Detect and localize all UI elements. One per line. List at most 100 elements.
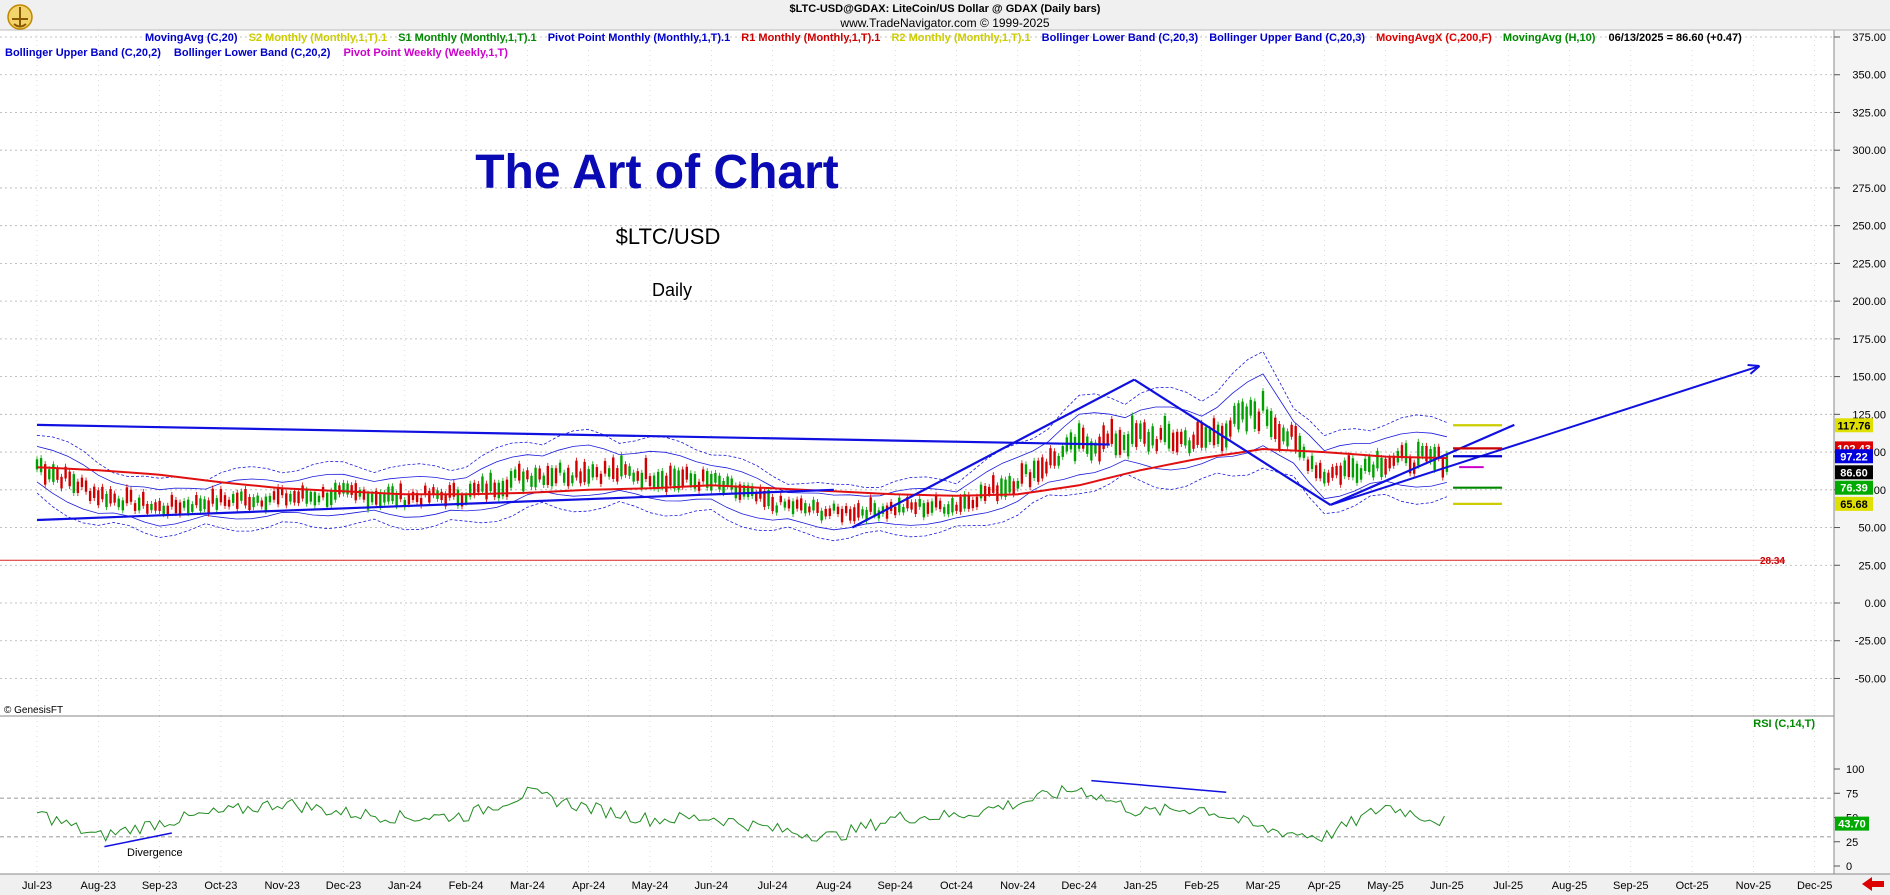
price-candle-body	[693, 474, 697, 489]
pivot-levels	[1453, 424, 1503, 505]
rsi-line	[36, 784, 1445, 843]
price-tick-label: -25.00	[1855, 636, 1886, 648]
price-candle-body	[1163, 416, 1167, 443]
price-candle-body	[652, 475, 656, 489]
price-candle-body	[1143, 422, 1146, 444]
rsi-tag-label: 43.70	[1838, 819, 1866, 831]
price-candle-body	[158, 500, 161, 512]
price-tick-label: 25.00	[1858, 560, 1886, 572]
price-candle-body	[1049, 448, 1052, 466]
price-candle-body	[804, 503, 807, 514]
price-candle-body	[771, 497, 774, 512]
price-candle-body	[951, 498, 954, 513]
price-candle-body	[346, 483, 349, 495]
price-candle-body	[730, 478, 733, 490]
price-candle-body	[456, 489, 460, 507]
price-candle-body	[411, 491, 415, 500]
price-candle-body	[1020, 463, 1024, 484]
price-candle-body	[383, 492, 386, 503]
price-candle-body	[914, 502, 917, 515]
price-candle-body	[783, 501, 787, 508]
price-candle-body	[894, 506, 897, 516]
price-tick-label: 250.00	[1852, 221, 1886, 233]
price-candle-body	[1437, 446, 1440, 459]
price-candle-body	[272, 491, 276, 500]
price-candle-body	[223, 495, 227, 506]
price-candle-body	[1323, 471, 1326, 484]
price-candle-body	[211, 488, 214, 504]
date-tick-label: Aug-24	[816, 880, 851, 892]
price-candle-body	[775, 505, 778, 513]
price-candle-body	[366, 493, 370, 510]
price-candle-body	[587, 469, 590, 484]
price-candle-body	[1302, 446, 1306, 458]
date-tick-label: Feb-24	[449, 880, 484, 892]
price-tick-label: -50.00	[1855, 673, 1886, 685]
price-candle-body	[534, 467, 537, 488]
price-tick-label: 50.00	[1858, 523, 1886, 535]
trendlines	[36, 363, 1761, 529]
price-candle-body	[1363, 458, 1367, 471]
legend-item-bb-lower-2: Bollinger Lower Band (C,20,2)	[174, 47, 331, 59]
price-candle-body	[738, 484, 742, 500]
price-candle-body	[734, 485, 738, 499]
price-candle-body	[1253, 401, 1257, 429]
price-candle-body	[918, 498, 921, 507]
price-candle-body	[1069, 432, 1073, 450]
price-candle-body	[1151, 426, 1154, 446]
price-candle-body	[444, 494, 447, 507]
legend-item-r2-monthly: R2 Monthly (Monthly,1,T).1	[891, 32, 1030, 44]
price-candle-body	[174, 499, 178, 514]
price-candle-body	[260, 500, 263, 507]
price-candle-body	[39, 458, 43, 473]
price-candle-body	[1175, 431, 1179, 453]
price-candle-body	[554, 468, 558, 484]
bollinger-bands	[36, 350, 1448, 542]
price-candle-body	[358, 489, 362, 497]
copyright-text: www.TradeNavigator.com © 1999-2025	[839, 16, 1049, 30]
price-candle-body	[726, 476, 729, 487]
price-candle-body	[1000, 478, 1003, 497]
price-candle-body	[60, 476, 63, 489]
price-candle-body	[1327, 472, 1330, 483]
date-tick-label: Jun-24	[694, 880, 728, 892]
price-candle-body	[1335, 465, 1338, 476]
scroll-right-arrow-icon[interactable]	[1862, 877, 1884, 891]
price-candle-body	[562, 472, 566, 483]
price-candle-body	[1171, 432, 1175, 452]
price-candle-body	[1122, 434, 1126, 451]
legend-item-pivot-weekly: Pivot Point Weekly (Weekly,1,T)	[343, 47, 508, 59]
rsi-series	[36, 779, 1445, 848]
price-candle-body	[1261, 390, 1265, 411]
price-candle-body	[485, 483, 488, 500]
price-candle-body	[460, 495, 464, 507]
price-candle-body	[399, 483, 402, 500]
price-candle-body	[1037, 460, 1040, 482]
price-candle-body	[481, 476, 484, 492]
price-candle-body	[869, 497, 872, 512]
price-candle-body	[1286, 431, 1289, 447]
tradenavigator-logo[interactable]	[7, 4, 33, 30]
price-tick-label: 300.00	[1852, 145, 1886, 157]
price-candle-body	[873, 503, 876, 516]
channel-top-trendline	[36, 423, 1110, 446]
rsi-divergence-line-low	[104, 832, 173, 848]
price-candle-body	[1380, 457, 1383, 478]
price-candle-body	[943, 507, 946, 514]
price-candle-body	[1237, 403, 1240, 430]
price-tag-box	[1835, 465, 1873, 480]
price-candle-body	[317, 495, 321, 503]
price-candle-body	[240, 491, 243, 501]
price-candle-body	[473, 482, 476, 496]
bollinger-upper-band-2	[36, 373, 1447, 497]
price-tag-label: 97.22	[1840, 451, 1868, 463]
price-candle-body	[325, 492, 329, 507]
price-candle-body	[1061, 446, 1064, 457]
price-candle-body	[72, 474, 75, 493]
price-candle-body	[76, 481, 80, 494]
legend-top-row: MovingAvg (C,20) S2 Monthly (Monthly,1,T…	[145, 32, 1742, 44]
price-candle-body	[791, 501, 795, 515]
price-candle-body	[374, 490, 378, 505]
channel-bottom-trendline	[36, 488, 834, 522]
price-candle-body	[571, 475, 574, 484]
